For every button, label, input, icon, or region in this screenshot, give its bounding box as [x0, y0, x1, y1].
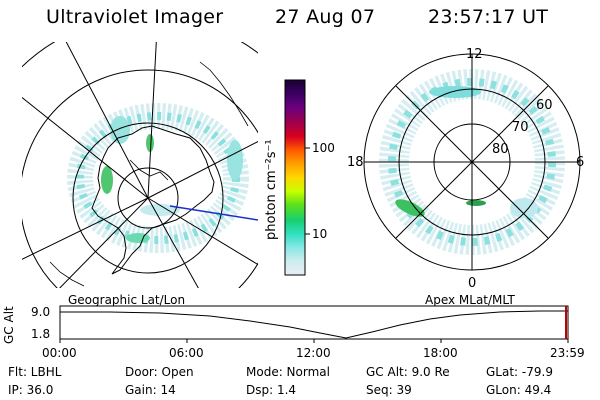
info-seq: Seq: 39 — [366, 383, 412, 397]
timeline-xtick-0: 00:00 — [42, 346, 77, 360]
time-label: 23:57:17 UT — [428, 6, 549, 28]
antarctica-coastline — [91, 125, 215, 275]
info-filter: Flt: LBHL — [8, 365, 62, 379]
timeline-ytick-9: 9.0 — [31, 305, 51, 319]
timeline-y-title: GC Alt — [2, 306, 16, 344]
lat-label-80: 80 — [492, 142, 509, 157]
gc-altitude-timeline — [59, 305, 569, 343]
info-ip: IP: 36.0 — [8, 383, 54, 397]
left-caption: Geographic Lat/Lon — [68, 293, 186, 307]
colorbar-tick-100: 100 — [312, 141, 335, 155]
colorbar-unit: photon cm⁻²s⁻¹ — [264, 139, 279, 240]
polar-plot — [363, 53, 581, 271]
mlt-label-bottom: 0 — [468, 276, 477, 291]
right-caption: Apex MLat/MLT — [425, 293, 515, 307]
info-door: Door: Open — [125, 365, 194, 379]
info-gain: Gain: 14 — [125, 383, 176, 397]
lat-label-70: 70 — [512, 120, 529, 135]
timeline-xtick-3: 18:00 — [423, 346, 458, 360]
timeline-xtick-4: 23:59 — [550, 346, 585, 360]
timeline-xtick-1: 06:00 — [169, 346, 204, 360]
mlt-label-top: 12 — [466, 47, 483, 62]
info-glat: GLat: -79.9 — [486, 365, 553, 379]
timeline-xtick-2: 12:00 — [296, 346, 331, 360]
colorbar — [284, 79, 310, 276]
instrument-title: Ultraviolet Imager — [46, 6, 224, 28]
altitude-curve — [60, 310, 568, 339]
satellite-track — [169, 205, 258, 221]
geographic-map — [22, 42, 258, 288]
info-dsp: Dsp: 1.4 — [246, 383, 297, 397]
colorbar-tick-10: 10 — [312, 227, 328, 241]
info-glon: GLon: 49.4 — [486, 383, 552, 397]
info-mode: Mode: Normal — [246, 365, 330, 379]
mlt-label-left: 18 — [347, 155, 364, 170]
info-gcalt: GC Alt: 9.0 Re — [366, 365, 450, 379]
mlt-label-right: 6 — [576, 155, 585, 170]
lat-label-60: 60 — [536, 98, 553, 113]
date-label: 27 Aug 07 — [275, 6, 376, 28]
timeline-ytick-1-8: 1.8 — [31, 327, 51, 341]
